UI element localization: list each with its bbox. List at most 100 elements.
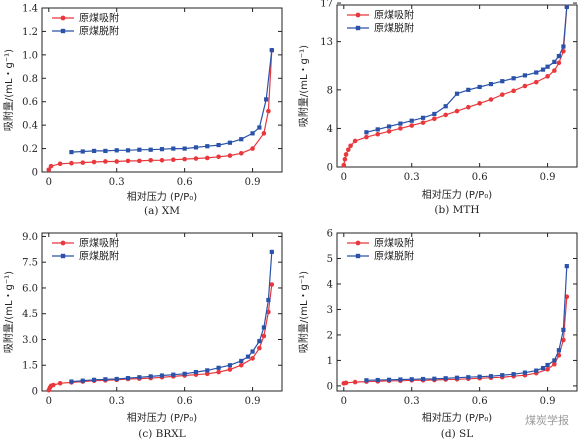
data-point-adsorption bbox=[182, 156, 187, 162]
data-point-adsorption bbox=[352, 379, 358, 385]
data-point-desorption bbox=[443, 104, 448, 109]
data-point-adsorption bbox=[250, 356, 255, 361]
y-axis-label: 吸附量/(mL・g⁻¹) bbox=[2, 271, 15, 353]
data-point-adsorption bbox=[343, 152, 349, 157]
y-tick-label: 0.6 bbox=[22, 97, 38, 108]
data-point-desorption bbox=[125, 148, 131, 153]
data-point-desorption bbox=[540, 365, 546, 371]
legend-marker-circle bbox=[60, 240, 66, 246]
data-point-adsorption bbox=[545, 74, 550, 79]
data-point-adsorption bbox=[364, 134, 369, 140]
data-point-adsorption bbox=[352, 138, 358, 144]
data-point-adsorption bbox=[499, 92, 505, 97]
data-point-adsorption bbox=[346, 147, 351, 152]
data-point-desorption bbox=[500, 79, 505, 84]
y-tick-label: 17 bbox=[320, 0, 333, 10]
data-point-desorption bbox=[386, 124, 392, 129]
watermark-text: 煤炭学报 bbox=[525, 413, 569, 427]
data-point-desorption bbox=[239, 137, 244, 142]
data-point-desorption bbox=[148, 374, 153, 379]
data-point-desorption bbox=[269, 48, 274, 53]
data-point-desorption bbox=[432, 376, 437, 381]
data-point-desorption bbox=[466, 87, 471, 92]
y-tick-label: 0.4 bbox=[22, 121, 38, 132]
data-point-desorption bbox=[545, 362, 550, 368]
data-point-adsorption bbox=[250, 146, 255, 151]
y-tick-label: 1 bbox=[327, 356, 333, 367]
data-point-adsorption bbox=[103, 159, 108, 164]
y-tick-label: 6 bbox=[327, 229, 333, 240]
legend-entry: 原煤吸附 bbox=[79, 237, 119, 250]
x-tick-label: 0.3 bbox=[109, 396, 125, 407]
data-point-adsorption bbox=[522, 83, 528, 89]
data-point-desorption bbox=[125, 376, 131, 381]
data-point-desorption bbox=[511, 76, 516, 81]
data-point-desorption bbox=[205, 368, 210, 373]
x-axis-label: 相对压力 (P/P₀) bbox=[127, 411, 198, 424]
data-point-desorption bbox=[216, 365, 221, 370]
plot-frame bbox=[336, 4, 578, 168]
x-tick-label: 0.3 bbox=[404, 172, 420, 183]
data-point-desorption bbox=[556, 348, 561, 353]
legend-entry: 原煤吸附 bbox=[374, 9, 414, 22]
data-point-desorption bbox=[488, 81, 494, 87]
data-point-adsorption bbox=[257, 345, 262, 351]
data-point-desorption bbox=[420, 115, 426, 120]
data-point-adsorption bbox=[348, 143, 353, 149]
data-point-adsorption bbox=[137, 158, 142, 164]
data-point-desorption bbox=[227, 363, 233, 368]
data-point-adsorption bbox=[238, 150, 244, 156]
data-point-adsorption bbox=[69, 160, 74, 166]
series-line-desorption bbox=[71, 251, 273, 383]
data-point-adsorption bbox=[269, 282, 275, 287]
data-point-adsorption bbox=[46, 167, 52, 172]
panel-caption: (c) BRXL bbox=[138, 428, 186, 440]
data-point-adsorption bbox=[227, 367, 233, 372]
y-axis-label: 吸附量/(mL・g⁻¹) bbox=[297, 45, 310, 127]
data-point-adsorption bbox=[193, 156, 199, 161]
legend-entry: 原煤吸附 bbox=[79, 12, 119, 25]
data-point-desorption bbox=[193, 145, 199, 150]
y-tick-label: 1.5 bbox=[22, 361, 38, 372]
data-point-adsorption bbox=[125, 158, 131, 164]
data-point-adsorption bbox=[552, 68, 557, 73]
plot-frame bbox=[336, 232, 578, 392]
data-point-adsorption bbox=[204, 371, 210, 377]
legend-marker-square bbox=[355, 25, 361, 31]
x-tick-label: 0.3 bbox=[404, 396, 420, 407]
data-point-adsorption bbox=[91, 159, 97, 165]
data-point-desorption bbox=[171, 146, 176, 151]
data-point-desorption bbox=[409, 118, 414, 123]
data-point-desorption bbox=[364, 130, 369, 135]
data-point-desorption bbox=[80, 149, 85, 154]
data-point-adsorption bbox=[148, 157, 153, 163]
data-point-adsorption bbox=[552, 361, 557, 367]
data-point-adsorption bbox=[261, 333, 267, 339]
data-point-desorption bbox=[257, 339, 262, 344]
data-point-adsorption bbox=[343, 380, 349, 386]
x-axis-label: 相对压力 (P/P₀) bbox=[422, 188, 493, 201]
data-point-desorption bbox=[159, 373, 165, 378]
data-point-desorption bbox=[171, 372, 176, 377]
data-point-adsorption bbox=[227, 153, 233, 158]
data-point-desorption bbox=[264, 97, 269, 102]
data-point-desorption bbox=[205, 144, 210, 149]
data-point-desorption bbox=[522, 370, 528, 375]
panel-sl: 0 0.3 0.6 0.9 0 1 2 3 4 5 6 相对压力 (P/P₀) 吸附量/(mL・g⁻¹)… bbox=[297, 229, 578, 440]
panel-caption: (a) XM bbox=[144, 205, 180, 217]
x-tick-label: 0.6 bbox=[177, 177, 193, 188]
data-point-desorption bbox=[477, 374, 482, 379]
data-point-adsorption bbox=[409, 123, 415, 128]
x-tick-label: 0 bbox=[341, 396, 347, 407]
data-point-adsorption bbox=[57, 380, 63, 386]
legend-entry: 原煤脱附 bbox=[79, 250, 119, 263]
data-point-desorption bbox=[266, 297, 271, 303]
data-point-adsorption bbox=[159, 157, 165, 163]
legend-entry: 原煤脱附 bbox=[374, 22, 414, 35]
panel-mth: 0 0.3 0.6 0.9 0 4 8 13 17 相对压力 (P/P₀) 吸附量/(mL・g⁻¹)… bbox=[297, 0, 578, 216]
data-point-desorption bbox=[409, 377, 414, 382]
data-point-desorption bbox=[511, 372, 516, 377]
data-point-adsorption bbox=[398, 126, 403, 131]
data-point-desorption bbox=[477, 84, 482, 90]
